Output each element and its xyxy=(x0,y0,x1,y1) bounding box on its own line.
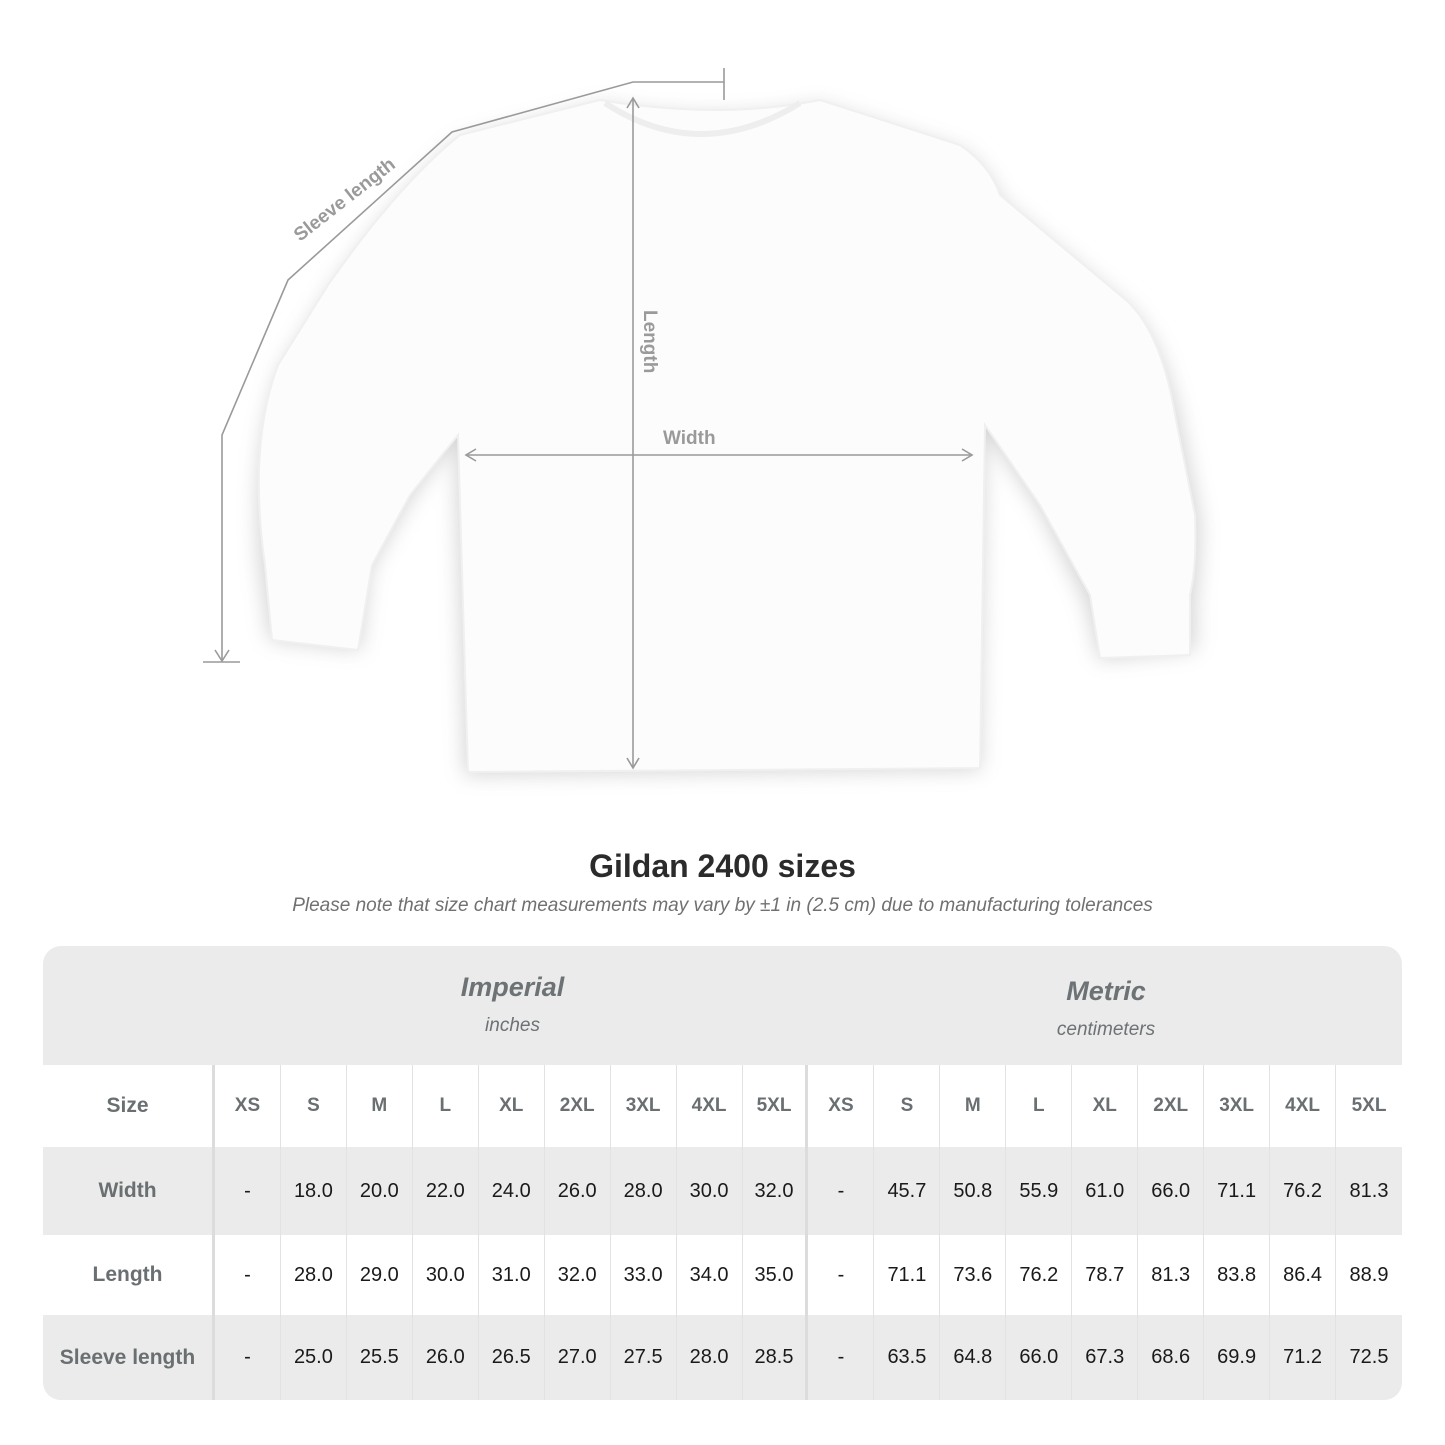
metric-size-header: M xyxy=(940,1065,1007,1147)
metric-size-header: 5XL xyxy=(1351,1095,1387,1116)
metric-value-cell: 71.1 xyxy=(874,1235,941,1315)
imperial-value-cell: 28.5 xyxy=(743,1315,809,1400)
imperial-size-header: M xyxy=(347,1065,413,1147)
metric-size-header: S xyxy=(874,1065,941,1147)
metric-size-header: 3XL xyxy=(1204,1065,1271,1147)
metric-size-header: 4XL xyxy=(1270,1065,1337,1147)
shirt-body xyxy=(257,98,1197,774)
metric-value-cell: 73.6 xyxy=(940,1235,1007,1315)
width-label: Width xyxy=(663,428,716,449)
imperial-size-header: 4XL xyxy=(677,1065,743,1147)
size-label: Size xyxy=(43,1065,215,1147)
metric-value-cell: 72.5 xyxy=(1349,1346,1389,1368)
row-label: Sleeve length xyxy=(43,1315,215,1400)
metric-value-cell: 81.3 xyxy=(1349,1179,1389,1202)
metric-size-header: XS xyxy=(809,1065,875,1147)
metric-value-cell: - xyxy=(809,1315,875,1400)
imperial-size-header: 5XL xyxy=(743,1065,809,1147)
imperial-value-cell: 25.5 xyxy=(347,1315,413,1400)
imperial-value-cell: 32.0 xyxy=(545,1235,611,1315)
metric-value-cell: - xyxy=(809,1147,875,1235)
imperial-value-cell: 30.0 xyxy=(413,1235,479,1315)
metric-value-cell: - xyxy=(809,1235,875,1315)
chart-title: Gildan 2400 sizes xyxy=(589,848,856,884)
metric-name: Metric xyxy=(1066,976,1146,1006)
imperial-value-cell: 25.0 xyxy=(281,1315,347,1400)
metric-value-cell: 45.7 xyxy=(874,1147,941,1235)
row-label: Length xyxy=(43,1235,215,1315)
collar xyxy=(603,100,802,137)
imperial-size-header: 3XL xyxy=(611,1065,677,1147)
row-label: Width xyxy=(43,1147,215,1235)
imperial-value-cell: - xyxy=(215,1147,281,1235)
imperial-value-cell: 29.0 xyxy=(347,1235,413,1315)
imperial-value-cell: 26.5 xyxy=(479,1315,545,1400)
metric-value-cell: 68.6 xyxy=(1138,1315,1205,1400)
imperial-value-cell: 22.0 xyxy=(413,1147,479,1235)
metric-value-cell: 61.0 xyxy=(1072,1147,1139,1235)
metric-value-cell: 76.2 xyxy=(1006,1235,1073,1315)
metric-size-header: L xyxy=(1006,1065,1073,1147)
metric-unit: centimeters xyxy=(1056,1019,1156,1040)
metric-value-cell: 86.4 xyxy=(1270,1235,1337,1315)
imperial-header: Imperial inches xyxy=(215,972,810,1037)
metric-value-cell: 55.9 xyxy=(1006,1147,1073,1235)
imperial-value-cell: 26.0 xyxy=(413,1315,479,1400)
imperial-size-header: XL xyxy=(479,1065,545,1147)
imperial-value-cell: 28.0 xyxy=(281,1235,347,1315)
metric-value-cell: 71.1 xyxy=(1204,1147,1271,1235)
imperial-size-header: 2XL xyxy=(545,1065,611,1147)
imperial-value-cell: 31.0 xyxy=(479,1235,545,1315)
metric-value-cell: 83.8 xyxy=(1204,1235,1271,1315)
table-row xyxy=(43,1315,1402,1400)
imperial-size-header: L xyxy=(413,1065,479,1147)
imperial-value-cell: 27.0 xyxy=(545,1315,611,1400)
imperial-value-cell: 30.0 xyxy=(677,1147,743,1235)
metric-value-cell: 81.3 xyxy=(1138,1235,1205,1315)
metric-value-cell: 50.8 xyxy=(940,1147,1007,1235)
tolerance-note: Please note that size chart measurements… xyxy=(292,895,1153,916)
imperial-value-cell: 18.0 xyxy=(281,1147,347,1235)
metric-value-cell: 67.3 xyxy=(1072,1315,1139,1400)
metric-value-cell: 69.9 xyxy=(1204,1315,1271,1400)
metric-size-header: XL xyxy=(1072,1065,1139,1147)
imperial-value-cell: 20.0 xyxy=(347,1147,413,1235)
metric-value-cell: 71.2 xyxy=(1270,1315,1337,1400)
metric-value-cell: 76.2 xyxy=(1270,1147,1337,1235)
metric-value-cell: 63.5 xyxy=(874,1315,941,1400)
length-label: Length xyxy=(639,310,660,373)
metric-size-header: 2XL xyxy=(1138,1065,1205,1147)
imperial-value-cell: 24.0 xyxy=(479,1147,545,1235)
imperial-value-cell: 27.5 xyxy=(611,1315,677,1400)
imperial-value-cell: 28.0 xyxy=(677,1315,743,1400)
imperial-value-cell: 28.0 xyxy=(611,1147,677,1235)
imperial-value-cell: 33.0 xyxy=(611,1235,677,1315)
imperial-value-cell: 32.0 xyxy=(743,1147,809,1235)
imperial-value-cell: - xyxy=(215,1235,281,1315)
measure-lines xyxy=(203,68,974,770)
imperial-size-header: XS xyxy=(215,1065,281,1147)
imperial-unit: inches xyxy=(485,1015,540,1036)
metric-value-cell: 66.0 xyxy=(1006,1315,1073,1400)
metric-value-cell: 64.8 xyxy=(940,1315,1007,1400)
shirt-diagram: Sleeve length Length Width xyxy=(203,68,1200,775)
imperial-value-cell: 35.0 xyxy=(743,1235,809,1315)
size-header-row xyxy=(43,1065,1402,1147)
metric-value-cell: 66.0 xyxy=(1138,1147,1205,1235)
table-row xyxy=(43,1235,1402,1315)
imperial-value-cell: - xyxy=(215,1315,281,1400)
metric-header: Metric centimeters xyxy=(810,976,1402,1041)
metric-value-cell: 78.7 xyxy=(1072,1235,1139,1315)
imperial-value-cell: 26.0 xyxy=(545,1147,611,1235)
table-row xyxy=(43,1147,1402,1235)
metric-value-cell: 88.9 xyxy=(1349,1263,1389,1286)
size-table: Imperial inches Metric centimeters Size X… xyxy=(43,946,1402,1400)
imperial-value-cell: 34.0 xyxy=(677,1235,743,1315)
imperial-name: Imperial xyxy=(460,972,565,1002)
imperial-size-header: S xyxy=(281,1065,347,1147)
sleeve-length-line xyxy=(221,81,724,660)
